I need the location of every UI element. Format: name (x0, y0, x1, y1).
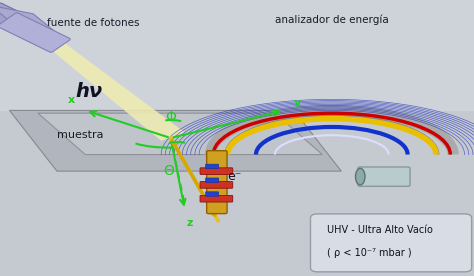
FancyBboxPatch shape (200, 168, 233, 174)
FancyBboxPatch shape (207, 151, 227, 214)
Text: x: x (67, 95, 75, 105)
Polygon shape (14, 19, 185, 141)
Bar (0, 0, 474, 110)
Polygon shape (38, 113, 322, 155)
Text: Θ: Θ (163, 164, 173, 178)
Ellipse shape (356, 168, 365, 185)
FancyBboxPatch shape (0, 13, 70, 52)
FancyBboxPatch shape (206, 192, 219, 196)
Text: Φ: Φ (165, 110, 176, 124)
Text: y: y (294, 98, 301, 108)
Polygon shape (0, 6, 57, 33)
FancyBboxPatch shape (206, 178, 219, 182)
Text: z: z (186, 218, 193, 228)
Text: UHV - Ultra Alto Vacío: UHV - Ultra Alto Vacío (327, 225, 433, 235)
Text: ( ρ < 10⁻⁷ mbar ): ( ρ < 10⁻⁷ mbar ) (327, 248, 412, 258)
FancyBboxPatch shape (206, 164, 219, 169)
Text: analizador de energía: analizador de energía (275, 14, 389, 25)
Text: muestra: muestra (57, 130, 103, 140)
FancyBboxPatch shape (310, 214, 472, 272)
Text: e⁻: e⁻ (228, 170, 242, 183)
FancyBboxPatch shape (0, 3, 46, 39)
Text: hν: hν (76, 82, 103, 100)
FancyBboxPatch shape (200, 195, 233, 202)
FancyBboxPatch shape (358, 167, 410, 186)
FancyBboxPatch shape (200, 182, 233, 188)
Text: fuente de fotones: fuente de fotones (47, 18, 140, 28)
Polygon shape (9, 110, 341, 171)
